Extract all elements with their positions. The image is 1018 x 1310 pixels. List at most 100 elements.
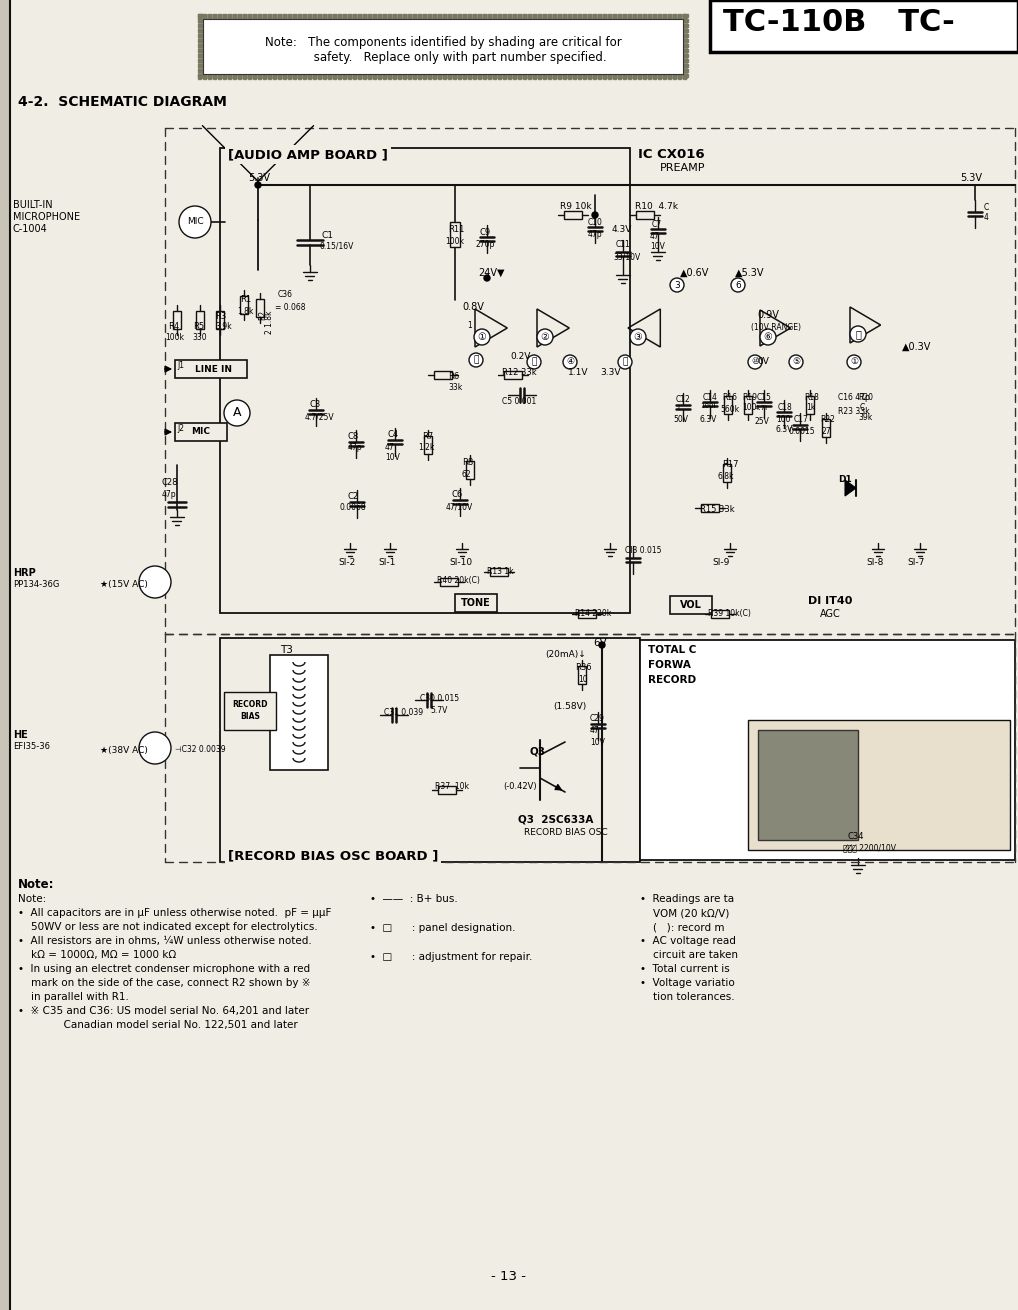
Text: C-1004: C-1004 xyxy=(13,224,48,234)
Text: 50WV or less are not indicated except for electrolytics.: 50WV or less are not indicated except fo… xyxy=(18,922,318,931)
Text: R17: R17 xyxy=(722,460,738,469)
Text: 6.3V: 6.3V xyxy=(700,415,718,424)
Text: •  □      : adjustment for repair.: • □ : adjustment for repair. xyxy=(370,952,532,962)
Text: 47: 47 xyxy=(590,726,600,735)
Text: kΩ = 1000Ω, MΩ = 1000 kΩ: kΩ = 1000Ω, MΩ = 1000 kΩ xyxy=(18,950,176,960)
Text: 4.3V: 4.3V xyxy=(612,225,632,234)
Text: C5 0.001: C5 0.001 xyxy=(502,397,536,406)
Text: 47p: 47p xyxy=(588,231,603,238)
Text: 4.7/25V: 4.7/25V xyxy=(305,413,335,421)
Text: 3.9k: 3.9k xyxy=(215,322,232,331)
Text: 0.0068: 0.0068 xyxy=(340,503,366,512)
Text: 3.3V: 3.3V xyxy=(600,368,621,377)
Circle shape xyxy=(847,355,861,369)
Text: C2: C2 xyxy=(348,493,359,500)
Text: J1: J1 xyxy=(177,362,184,369)
Bar xyxy=(216,310,224,329)
Text: ▲0.6V: ▲0.6V xyxy=(680,269,710,278)
Text: •  In using an electret condenser microphone with a red: • In using an electret condenser microph… xyxy=(18,964,310,975)
Text: 3: 3 xyxy=(674,280,680,290)
Text: 10: 10 xyxy=(578,675,587,684)
Text: 50V: 50V xyxy=(673,415,688,424)
Circle shape xyxy=(748,355,762,369)
Text: •  Voltage variatio: • Voltage variatio xyxy=(640,979,735,988)
Text: VOM (20 kΩ/V): VOM (20 kΩ/V) xyxy=(640,908,729,918)
Text: Note:   The components identified by shading are critical for: Note: The components identified by shadi… xyxy=(265,35,621,48)
Text: C4: C4 xyxy=(388,430,399,439)
Text: ⑩: ⑩ xyxy=(751,358,759,367)
Text: SI-2: SI-2 xyxy=(338,558,355,567)
Text: R9 10k: R9 10k xyxy=(560,202,591,211)
Text: C9: C9 xyxy=(480,228,491,237)
Text: - 13 -: - 13 - xyxy=(492,1269,526,1282)
Text: TONE: TONE xyxy=(461,597,491,608)
Bar xyxy=(220,638,640,862)
Text: DI IT40: DI IT40 xyxy=(808,596,852,607)
Circle shape xyxy=(139,566,171,597)
Text: CI3 0.015: CI3 0.015 xyxy=(625,546,662,555)
Text: •  ※ C35 and C36: US model serial No. 64,201 and later: • ※ C35 and C36: US model serial No. 64,… xyxy=(18,1006,309,1017)
Bar xyxy=(578,665,586,684)
Text: 0.15/16V: 0.15/16V xyxy=(320,241,354,250)
Text: (   ): record m: ( ): record m xyxy=(640,922,725,931)
Text: R16: R16 xyxy=(722,393,737,402)
Circle shape xyxy=(760,329,776,345)
Text: 100k: 100k xyxy=(445,237,464,246)
Text: R12 33k: R12 33k xyxy=(502,368,536,377)
Text: 47/10V: 47/10V xyxy=(446,502,473,511)
Text: (20mA)↓: (20mA)↓ xyxy=(545,650,585,659)
Bar xyxy=(203,20,683,73)
Bar xyxy=(640,641,1015,859)
Text: safety.   Replace only with part number specified.: safety. Replace only with part number sp… xyxy=(280,51,607,64)
Text: 1k: 1k xyxy=(806,403,815,413)
Text: C31 0.039: C31 0.039 xyxy=(384,707,423,717)
Text: C28: C28 xyxy=(162,478,178,487)
Text: 4.7l: 4.7l xyxy=(755,405,769,411)
Text: 24V▼: 24V▼ xyxy=(478,269,505,278)
Bar xyxy=(450,221,460,248)
Circle shape xyxy=(254,182,261,189)
Text: ①: ① xyxy=(477,331,487,342)
Text: C30 0.015: C30 0.015 xyxy=(420,694,459,703)
Text: ⑥: ⑥ xyxy=(764,331,773,342)
Text: RECORD: RECORD xyxy=(232,700,268,709)
Text: BUILT-IN: BUILT-IN xyxy=(13,200,53,210)
Text: PP134-36G: PP134-36G xyxy=(13,580,59,590)
Text: LINE IN: LINE IN xyxy=(195,364,232,373)
Text: C16 47p: C16 47p xyxy=(838,393,869,402)
Text: C: C xyxy=(860,403,865,413)
Text: •  Readings are ta: • Readings are ta xyxy=(640,893,734,904)
Text: C7: C7 xyxy=(652,220,662,229)
Bar xyxy=(175,360,247,379)
Text: HRP: HRP xyxy=(13,569,36,578)
Circle shape xyxy=(474,329,490,345)
Text: C10: C10 xyxy=(588,217,603,227)
Text: ★(15V AC): ★(15V AC) xyxy=(100,579,148,588)
Text: 1.8k: 1.8k xyxy=(237,307,253,316)
Bar xyxy=(723,464,731,482)
Text: T3: T3 xyxy=(280,645,293,655)
Text: 62: 62 xyxy=(462,470,471,479)
Bar xyxy=(748,721,1010,850)
Text: C34: C34 xyxy=(848,832,864,841)
Bar xyxy=(758,730,858,840)
Text: Canadian model serial No. 122,501 and later: Canadian model serial No. 122,501 and la… xyxy=(18,1020,297,1030)
Bar xyxy=(744,396,752,414)
Circle shape xyxy=(630,329,646,345)
Text: A: A xyxy=(233,406,241,419)
Text: circuit are taken: circuit are taken xyxy=(640,950,738,960)
Circle shape xyxy=(179,206,211,238)
Text: Note:: Note: xyxy=(18,893,46,904)
Bar xyxy=(466,461,474,479)
Text: ★(38V AC): ★(38V AC) xyxy=(100,745,148,755)
Text: D1: D1 xyxy=(838,476,852,483)
Text: Q3  2SC633A: Q3 2SC633A xyxy=(518,815,593,825)
Text: 47p: 47p xyxy=(162,490,177,499)
Text: 1: 1 xyxy=(467,321,472,330)
Text: 5.3V: 5.3V xyxy=(248,173,270,183)
Text: 0.8V: 0.8V xyxy=(462,303,484,312)
Bar xyxy=(224,692,276,730)
Bar xyxy=(197,14,688,79)
Text: C: C xyxy=(984,203,989,212)
Text: C36: C36 xyxy=(278,290,293,299)
